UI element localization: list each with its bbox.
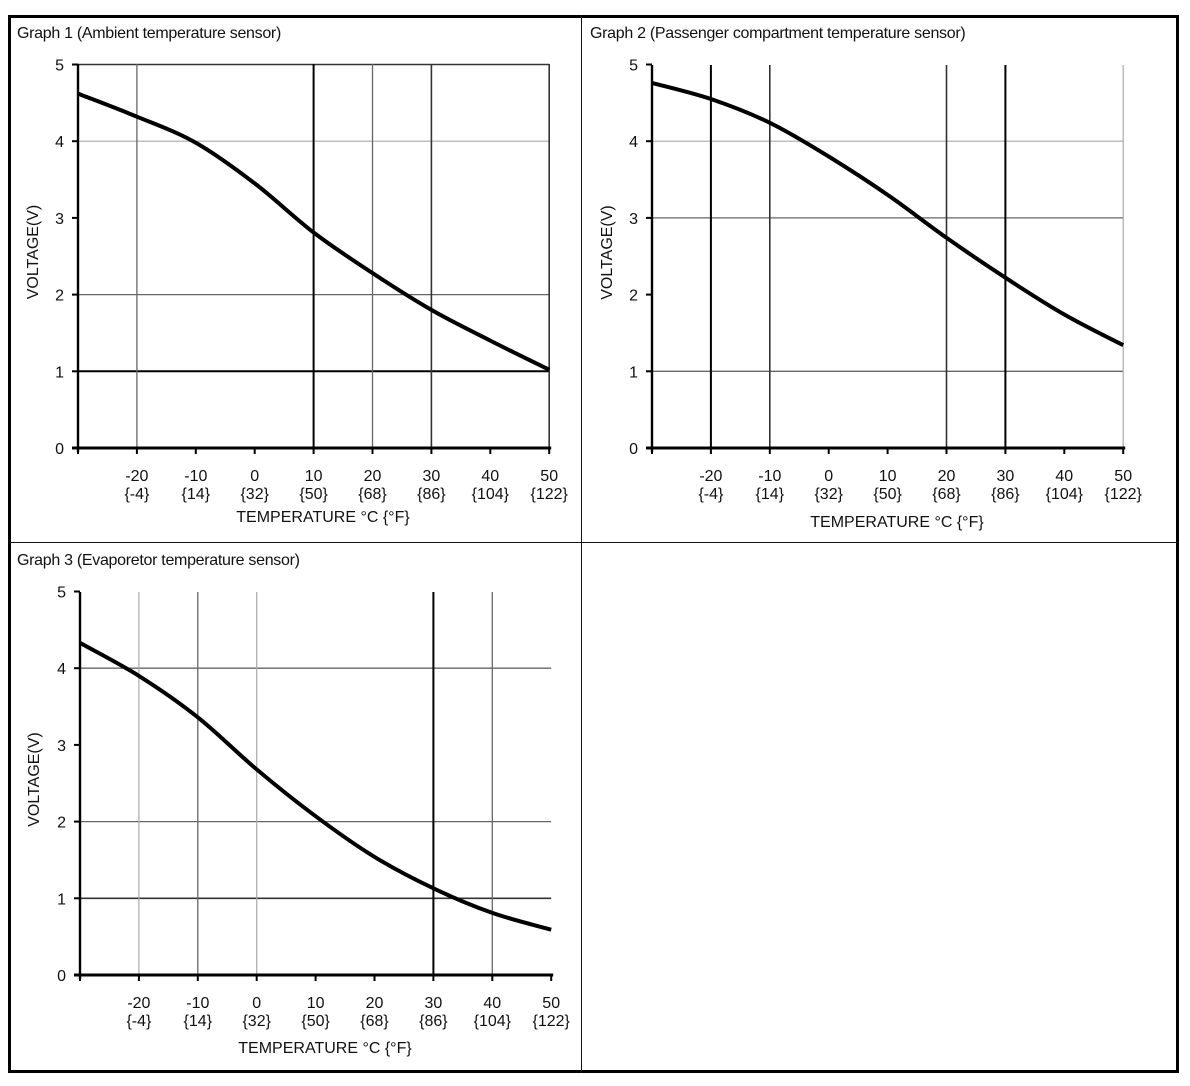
x-tick-label-fahrenheit: {50} — [873, 486, 902, 503]
graph-2-title: Graph 2 (Passenger compartment temperatu… — [590, 25, 966, 42]
graph-1-title: Graph 1 (Ambient temperature sensor) — [17, 25, 281, 42]
y-tick-label: 5 — [57, 585, 66, 602]
y-tick-label: 3 — [55, 211, 64, 228]
x-tick-label-fahrenheit: {-4} — [126, 1013, 152, 1030]
x-tick-label-fahrenheit: {104} — [472, 486, 510, 503]
panel-divider-horizontal — [8, 542, 1179, 543]
x-tick-label-celsius: 10 — [305, 468, 323, 485]
y-tick-label: 4 — [55, 134, 64, 151]
x-tick-label-celsius: 0 — [824, 468, 833, 485]
x-tick-label-fahrenheit: {104} — [1046, 486, 1084, 503]
y-axis-title: VOLTAGE(V) — [599, 205, 616, 300]
x-tick-label-celsius: 20 — [366, 995, 384, 1012]
x-tick-label-celsius: -20 — [125, 468, 148, 485]
x-tick-label-celsius: 10 — [307, 995, 325, 1012]
panel-divider-vertical — [581, 15, 582, 1073]
x-tick-label-celsius: -10 — [186, 995, 209, 1012]
graph-3: 012345-20{-4}-10{14}0{32}10{50}20{68}30{… — [26, 585, 571, 1058]
x-tick-label-celsius: 20 — [364, 468, 382, 485]
y-tick-label: 4 — [57, 661, 66, 678]
x-tick-label-celsius: 0 — [252, 995, 261, 1012]
x-tick-label-fahrenheit: {14} — [184, 1013, 213, 1030]
x-tick-label-celsius: -10 — [184, 468, 207, 485]
y-tick-label: 4 — [629, 134, 638, 151]
x-tick-label-fahrenheit: {-4} — [124, 486, 150, 503]
x-tick-label-celsius: 20 — [938, 468, 956, 485]
x-tick-label-celsius: 50 — [542, 995, 560, 1012]
x-tick-label-fahrenheit: {68} — [358, 486, 387, 503]
y-tick-label: 1 — [55, 364, 64, 381]
y-tick-label: 2 — [629, 288, 638, 305]
x-tick-label-fahrenheit: {68} — [360, 1013, 389, 1030]
x-tick-label-fahrenheit: {104} — [474, 1013, 512, 1030]
series-line — [77, 91, 551, 372]
x-axis-title: TEMPERATURE °C {°F} — [238, 1040, 412, 1057]
y-tick-label: 1 — [57, 891, 66, 908]
y-tick-label: 0 — [57, 968, 66, 985]
x-tick-label-fahrenheit: {14} — [182, 486, 211, 503]
y-tick-label: 3 — [57, 738, 66, 755]
x-tick-label-celsius: -20 — [699, 468, 722, 485]
x-tick-label-celsius: 30 — [423, 468, 441, 485]
x-tick-label-fahrenheit: {32} — [240, 486, 269, 503]
x-tick-label-fahrenheit: {68} — [932, 486, 961, 503]
y-tick-label: 2 — [55, 288, 64, 305]
x-tick-label-celsius: 50 — [1114, 468, 1132, 485]
x-tick-label-fahrenheit: {50} — [299, 486, 328, 503]
x-tick-label-celsius: 30 — [997, 468, 1015, 485]
x-tick-label-celsius: 40 — [1055, 468, 1073, 485]
x-tick-label-fahrenheit: {122} — [1105, 486, 1143, 503]
figure-frame — [8, 15, 1179, 1073]
x-tick-label-celsius: 50 — [540, 468, 558, 485]
x-tick-label-fahrenheit: {32} — [814, 486, 843, 503]
x-tick-label-celsius: 0 — [250, 468, 259, 485]
series-line — [651, 80, 1125, 347]
graph-3-title: Graph 3 (Evaporetor temperature sensor) — [17, 552, 300, 569]
y-tick-label: 1 — [629, 364, 638, 381]
x-axis-title: TEMPERATURE °C {°F} — [236, 509, 410, 526]
y-axis-title: VOLTAGE(V) — [25, 205, 42, 300]
y-tick-label: 5 — [629, 58, 638, 75]
x-tick-label-fahrenheit: {122} — [531, 486, 569, 503]
x-tick-label-fahrenheit: {32} — [242, 1013, 271, 1030]
x-tick-label-fahrenheit: {86} — [991, 486, 1020, 503]
x-tick-label-fahrenheit: {50} — [301, 1013, 330, 1030]
y-tick-label: 5 — [55, 58, 64, 75]
y-axis-title: VOLTAGE(V) — [26, 732, 43, 827]
y-tick-label: 0 — [55, 441, 64, 458]
x-tick-label-fahrenheit: {86} — [419, 1013, 448, 1030]
x-tick-label-celsius: -10 — [758, 468, 781, 485]
x-tick-label-celsius: -20 — [127, 995, 150, 1012]
x-tick-label-celsius: 30 — [425, 995, 443, 1012]
y-tick-label: 3 — [629, 211, 638, 228]
x-tick-label-fahrenheit: {-4} — [698, 486, 724, 503]
x-tick-label-celsius: 10 — [879, 468, 897, 485]
x-tick-label-fahrenheit: {122} — [533, 1013, 571, 1030]
graph-1: 012345-20{-4}-10{14}0{32}10{50}20{68}30{… — [25, 58, 569, 527]
series-line — [79, 641, 552, 932]
x-tick-label-celsius: 40 — [481, 468, 499, 485]
y-tick-label: 2 — [57, 815, 66, 832]
x-axis-title: TEMPERATURE °C {°F} — [810, 514, 984, 531]
x-tick-label-fahrenheit: {86} — [417, 486, 446, 503]
y-tick-label: 0 — [629, 441, 638, 458]
graph-2: 012345-20{-4}-10{14}0{32}10{50}20{68}30{… — [599, 58, 1143, 532]
x-tick-label-fahrenheit: {14} — [756, 486, 785, 503]
x-tick-label-celsius: 40 — [483, 995, 501, 1012]
